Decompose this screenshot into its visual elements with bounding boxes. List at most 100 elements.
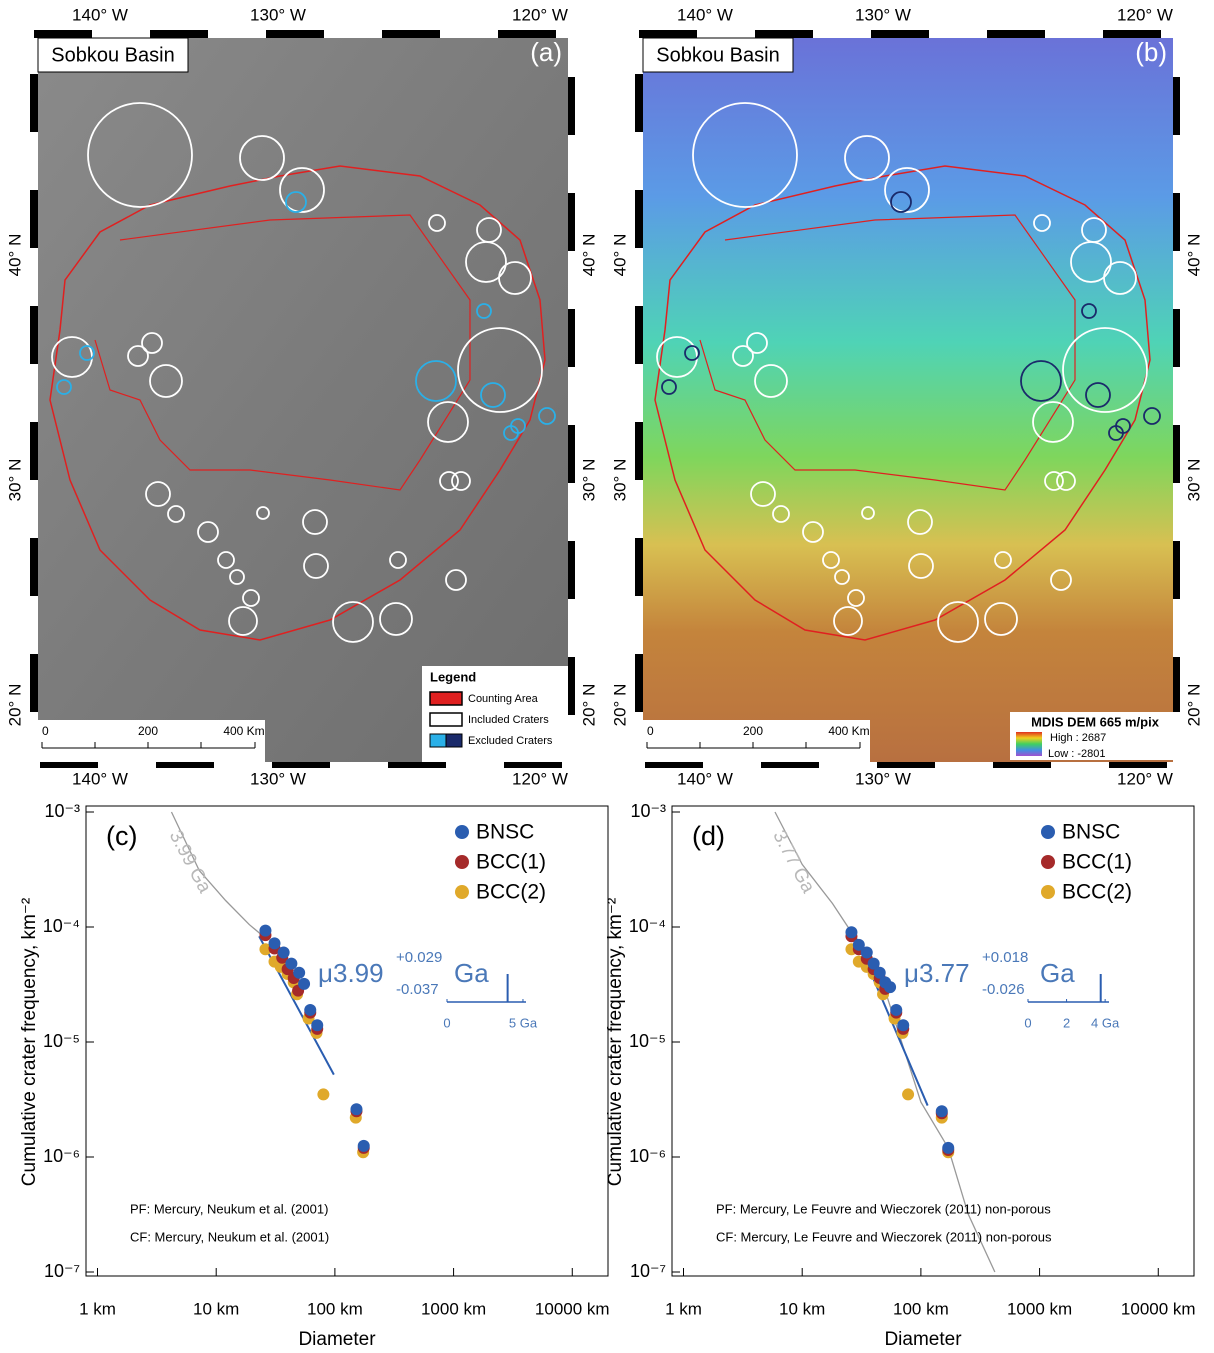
excluded-crater bbox=[1108, 425, 1124, 441]
panel-label: (c) bbox=[106, 821, 137, 851]
isochron-label: 3.99 Ga bbox=[165, 827, 215, 897]
map-image bbox=[38, 38, 568, 762]
x-tick-label: 100 km bbox=[307, 1299, 363, 1318]
included-crater bbox=[746, 332, 768, 354]
lat-label: 40° N bbox=[579, 234, 598, 277]
lat-label: 30° N bbox=[579, 459, 598, 502]
x-tick-label: 10 km bbox=[779, 1299, 825, 1318]
included-crater bbox=[732, 345, 754, 367]
included-crater bbox=[228, 606, 258, 636]
included-crater bbox=[1032, 401, 1074, 443]
y-axis-title: Cumulative crater frequency, km⁻² bbox=[605, 898, 626, 1186]
method-note: PF: Mercury, Le Feuvre and Wieczorek (20… bbox=[716, 1201, 1051, 1216]
lat-label: 40° N bbox=[5, 234, 24, 277]
data-point bbox=[277, 946, 290, 959]
model-age-minus: -0.037 bbox=[396, 981, 439, 998]
scale-label: 0 bbox=[42, 724, 49, 738]
included-crater bbox=[141, 332, 163, 354]
map-border-ticks bbox=[635, 30, 1180, 768]
y-tick-label: 10⁻⁶ bbox=[629, 1146, 666, 1166]
data-point bbox=[867, 957, 880, 970]
inset-tick-label: 5 Ga bbox=[509, 1015, 538, 1030]
excluded-crater bbox=[661, 379, 677, 395]
lat-label: 30° N bbox=[1184, 459, 1203, 502]
excluded-crater bbox=[476, 303, 492, 319]
x-tick-label: 10000 km bbox=[535, 1299, 610, 1318]
method-note: PF: Mercury, Neukum et al. (2001) bbox=[130, 1201, 328, 1216]
x-tick-label: 1 km bbox=[79, 1299, 116, 1318]
data-point bbox=[304, 1003, 317, 1016]
included-crater bbox=[1062, 327, 1148, 413]
lon-label: 130° W bbox=[250, 5, 306, 24]
legend-label: BCC(1) bbox=[476, 851, 546, 874]
included-crater bbox=[844, 135, 890, 181]
legend-marker bbox=[455, 825, 469, 839]
lat-label: 20° N bbox=[1184, 684, 1203, 727]
data-point bbox=[935, 1105, 948, 1118]
scale-box bbox=[643, 720, 870, 762]
map-title: Sobkou Basin bbox=[656, 44, 779, 66]
legend-swatch bbox=[429, 691, 463, 706]
counting-area bbox=[94, 214, 471, 491]
panel-label: (b) bbox=[1135, 37, 1167, 67]
lat-label: 30° N bbox=[5, 459, 24, 502]
legend-swatch bbox=[429, 712, 463, 727]
data-point bbox=[259, 943, 272, 956]
included-crater bbox=[1070, 241, 1112, 283]
included-crater bbox=[907, 509, 933, 535]
x-tick-label: 1 km bbox=[665, 1299, 702, 1318]
legend-swatch bbox=[445, 733, 463, 748]
data-point bbox=[350, 1103, 363, 1116]
y-tick-label: 10⁻⁵ bbox=[43, 1031, 80, 1051]
x-tick-label: 1000 km bbox=[1007, 1299, 1072, 1318]
data-point bbox=[884, 981, 897, 994]
excluded-crater bbox=[890, 191, 912, 213]
data-point bbox=[902, 1088, 915, 1101]
excluded-crater bbox=[79, 345, 95, 361]
panel-label: (d) bbox=[692, 821, 725, 851]
scale-label: 200 bbox=[743, 724, 763, 738]
included-crater bbox=[994, 551, 1012, 569]
map-panel: Sobkou Basin (a) 140° W 140° W 130° W 130° W 1… bbox=[5, 5, 598, 788]
data-point bbox=[852, 938, 865, 951]
legend-label: BCC(1) bbox=[1062, 851, 1132, 874]
included-crater bbox=[145, 481, 171, 507]
lon-label: 140° W bbox=[72, 5, 128, 24]
data-point bbox=[845, 926, 858, 939]
plot-frame bbox=[671, 805, 1195, 1277]
excluded-crater bbox=[480, 382, 506, 408]
excluded-crater bbox=[415, 360, 457, 402]
model-age: μ3.99 bbox=[318, 958, 384, 988]
legend-title: MDIS DEM 665 m/pix bbox=[1031, 714, 1160, 729]
legend-marker bbox=[455, 855, 469, 869]
map-panel: Sobkou Basin (b) 140° W 140° W 130° W 130° W 1… bbox=[610, 5, 1203, 788]
included-crater bbox=[87, 102, 193, 208]
legend-marker bbox=[455, 885, 469, 899]
lon-label: 130° W bbox=[855, 769, 911, 788]
included-crater bbox=[149, 364, 183, 398]
scale-label: 400 Km bbox=[223, 724, 264, 738]
included-crater bbox=[229, 569, 245, 585]
included-crater bbox=[984, 602, 1018, 636]
lon-label: 140° W bbox=[677, 5, 733, 24]
scale-label: 0 bbox=[647, 724, 654, 738]
inset-tick-label: 0 bbox=[1024, 1015, 1031, 1030]
data-point bbox=[259, 924, 272, 937]
excluded-crater bbox=[503, 425, 519, 441]
x-tick-label: 100 km bbox=[893, 1299, 949, 1318]
included-crater bbox=[884, 167, 930, 213]
lon-label: 120° W bbox=[512, 5, 568, 24]
data-point bbox=[942, 1141, 955, 1154]
map-image bbox=[643, 38, 1173, 762]
excluded-crater bbox=[1020, 360, 1062, 402]
legend-label: Included Craters bbox=[468, 714, 549, 726]
legend-label: BNSC bbox=[1062, 821, 1120, 844]
data-point bbox=[311, 1019, 324, 1032]
data-point bbox=[897, 1019, 910, 1032]
lat-label: 30° N bbox=[610, 459, 629, 502]
panel-label: (a) bbox=[530, 37, 562, 67]
scale-label: 400 Km bbox=[828, 724, 869, 738]
included-crater bbox=[256, 506, 270, 520]
included-crater bbox=[1044, 471, 1064, 491]
